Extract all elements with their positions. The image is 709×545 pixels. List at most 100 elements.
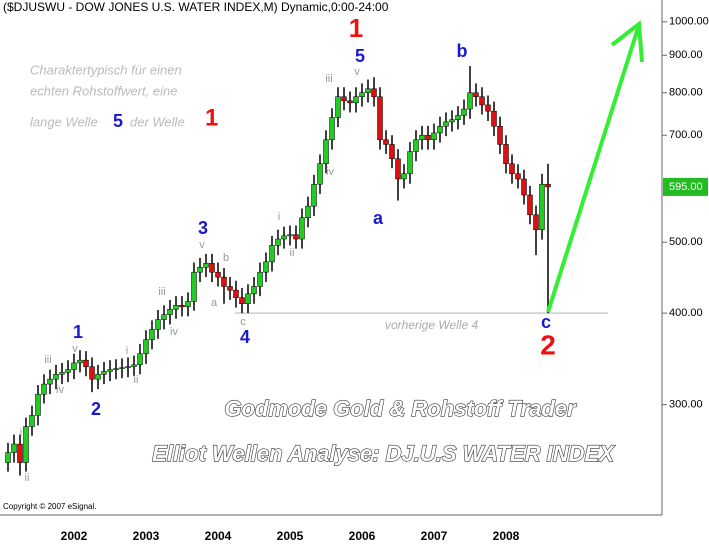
candle: [11, 434, 17, 463]
wave-label: iv: [56, 384, 64, 396]
candle-body: [179, 305, 185, 308]
wave-label: iii: [158, 286, 165, 298]
candle-body: [287, 234, 293, 237]
wave-label: 4: [240, 327, 250, 347]
candle-body: [383, 139, 389, 145]
candle-body: [545, 183, 551, 188]
candle: [425, 125, 431, 150]
comment: 1: [205, 104, 218, 131]
candle: [239, 287, 245, 314]
candle: [413, 130, 419, 162]
candle: [527, 185, 533, 225]
wave-label: 1: [349, 13, 363, 43]
candle-body: [341, 96, 347, 102]
candle: [503, 135, 509, 174]
candle-body: [257, 271, 263, 287]
candle-body: [35, 393, 41, 416]
candle-body: [533, 214, 539, 230]
wave-label: v: [72, 343, 78, 355]
trend-arrow: [546, 20, 644, 313]
candle: [491, 101, 497, 137]
candle-body: [185, 301, 191, 308]
candle-body: [443, 121, 449, 127]
wave-label: iii: [44, 354, 51, 366]
y-tick-label: 700.00: [669, 129, 703, 141]
x-tick-label: 2005: [277, 529, 304, 543]
candle-body: [107, 369, 113, 372]
wave-label: v: [354, 66, 360, 78]
x-tick-label: 2007: [421, 529, 448, 543]
candle-body: [311, 183, 317, 207]
candle: [335, 87, 341, 128]
candle-body: [353, 96, 359, 104]
candle: [83, 351, 89, 377]
candle-body: [395, 158, 401, 180]
candle-body: [323, 139, 329, 164]
candle: [359, 83, 365, 107]
candle-body: [281, 235, 287, 240]
candle: [245, 284, 251, 314]
candle: [533, 205, 539, 256]
wave-label: 1: [73, 322, 83, 342]
candle: [29, 405, 35, 436]
candle: [197, 257, 203, 283]
candle-body: [371, 88, 377, 98]
candle-body: [137, 353, 143, 366]
candle: [101, 362, 107, 385]
candle-body: [377, 96, 383, 141]
y-tick-label: 1000.00: [669, 16, 709, 28]
candle-body: [125, 366, 131, 368]
candle-body: [329, 117, 335, 141]
candle: [521, 169, 527, 205]
candle-body: [5, 452, 11, 463]
candle-body: [245, 293, 251, 304]
wave-label: 3: [198, 218, 208, 238]
candle-body: [431, 132, 437, 141]
candle-body: [83, 359, 89, 367]
candle-body: [215, 271, 221, 278]
candle-body: [473, 92, 479, 98]
comment: der Welle: [130, 114, 185, 129]
wave-label: vorherige Welle 4: [385, 318, 478, 332]
candle: [221, 268, 227, 304]
wave-label: c: [541, 312, 551, 332]
candle-body: [389, 144, 395, 160]
candle: [353, 87, 359, 113]
candle-body: [521, 178, 527, 196]
candle-body: [173, 305, 179, 310]
candle-body: [305, 205, 311, 218]
comment: lange Welle: [30, 114, 98, 129]
candle-body: [53, 374, 59, 380]
candle: [281, 226, 287, 249]
candle: [419, 125, 425, 150]
candle: [365, 79, 371, 103]
candle: [293, 225, 299, 249]
candle-body: [335, 96, 341, 118]
wave-label: ii: [134, 374, 139, 386]
wave-label: 2: [540, 329, 556, 360]
candle-body: [29, 415, 35, 427]
candle: [311, 174, 317, 216]
candle: [119, 358, 125, 379]
candle: [509, 154, 515, 184]
comment: Charaktertypisch für einen: [30, 62, 182, 77]
candle-body: [479, 96, 485, 106]
candle-body: [119, 367, 125, 369]
candle: [167, 299, 173, 325]
candle-body: [299, 217, 305, 240]
candle-body: [527, 194, 533, 216]
candle-body: [251, 286, 257, 295]
wave-label: 2: [91, 399, 101, 419]
candle: [407, 142, 413, 184]
candle-body: [293, 234, 299, 240]
candle: [89, 357, 95, 393]
candle-body: [419, 134, 425, 141]
candle: [257, 262, 263, 297]
wave-label: a: [373, 208, 384, 228]
candle-body: [275, 238, 281, 246]
candle: [377, 87, 383, 150]
candle-body: [263, 261, 269, 273]
last-price-label: 595.00: [669, 181, 703, 193]
